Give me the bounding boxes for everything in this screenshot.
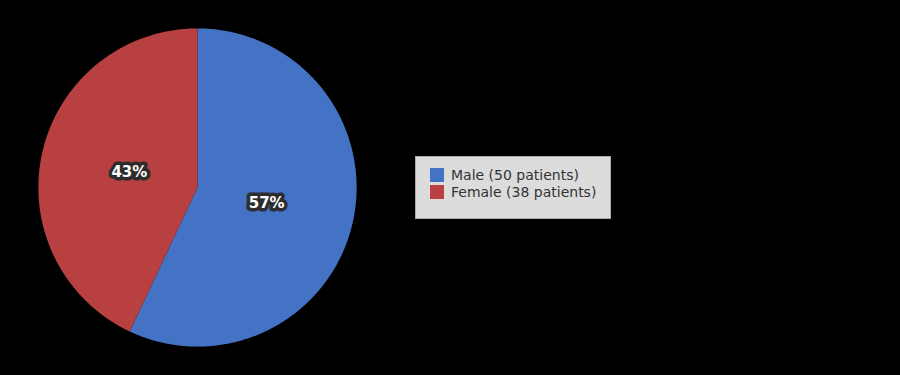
html-text:Male (50 patients): Male (50 patients) [451,167,579,183]
svg-text:57%: 57% [249,194,285,212]
svg-text:43%: 43% [111,163,147,181]
html-text:Female (38 patients): Female (38 patients) [451,184,597,200]
